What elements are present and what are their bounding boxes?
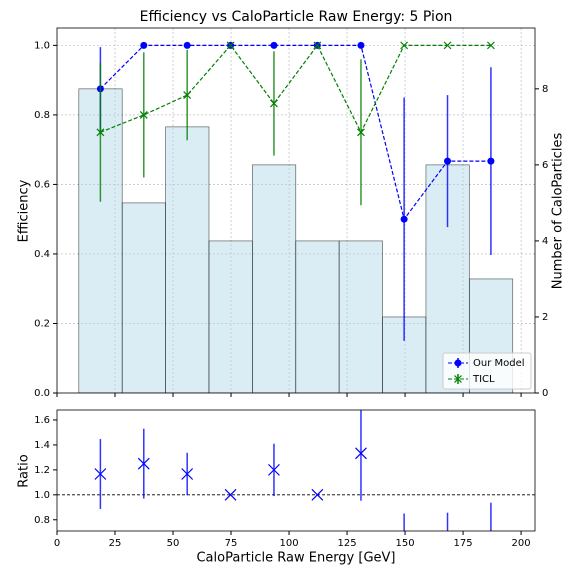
marker <box>139 110 148 119</box>
histogram-bar <box>295 240 340 393</box>
chart-title: Efficiency vs CaloParticle Raw Energy: 5… <box>140 9 453 25</box>
y2-tick-label: 8 <box>542 84 548 95</box>
histogram-bar <box>252 164 297 393</box>
marker <box>270 99 278 108</box>
series-line <box>99 44 491 221</box>
histogram-bar <box>165 126 210 393</box>
marker <box>94 468 107 480</box>
marker <box>137 457 150 470</box>
x-tick-label: 200 <box>512 538 531 549</box>
histogram-bar <box>338 240 383 393</box>
y2-tick-label: 6 <box>542 160 548 171</box>
y-tick-label: 0.2 <box>34 318 50 329</box>
y-tick-label: 0.6 <box>34 179 50 190</box>
legend-box <box>442 352 532 390</box>
x-tick-label: 175 <box>454 538 473 549</box>
x-tick-label: 0 <box>54 538 60 549</box>
marker <box>454 359 462 367</box>
marker <box>140 41 148 49</box>
x-tick-label: 125 <box>338 538 357 549</box>
marker <box>444 157 452 165</box>
marker <box>441 530 454 531</box>
series-line <box>100 44 491 134</box>
y-axis-label: Efficiency <box>17 179 32 242</box>
marker <box>400 215 408 223</box>
marker <box>443 41 452 50</box>
y-tick-label: 1.4 <box>34 440 50 451</box>
y-tick-label: 1.0 <box>34 40 50 51</box>
marker <box>355 447 367 460</box>
y2-tick-label: 0 <box>542 388 548 399</box>
histogram-bar <box>121 202 166 393</box>
x-tick-label: 25 <box>109 538 122 549</box>
marker <box>96 128 105 137</box>
x-tick-label: 75 <box>225 538 238 549</box>
legend: Our Model TICL <box>442 352 532 390</box>
y2-tick-label: 4 <box>542 236 548 247</box>
marker <box>486 41 495 50</box>
marker <box>357 41 365 49</box>
y-tick-label: 1.6 <box>34 415 50 426</box>
y2-axis-label: Number of CaloParticles <box>551 133 566 290</box>
legend-label: TICL <box>472 374 495 385</box>
plot-area <box>57 410 535 563</box>
marker <box>357 128 365 137</box>
x-tick-label: 150 <box>396 538 415 549</box>
axes-frame <box>56 27 536 394</box>
marker <box>487 157 495 165</box>
y-axis-label: Ratio <box>17 454 32 487</box>
marker <box>268 463 280 476</box>
y2-tick-label: 2 <box>542 312 548 323</box>
y-tick-label: 0.0 <box>34 388 50 399</box>
x-tick-label: 100 <box>279 538 298 549</box>
y-tick-label: 0.8 <box>34 110 50 121</box>
histogram-bar <box>208 240 253 393</box>
legend-label: Our Model <box>473 358 525 369</box>
y-tick-label: 1.2 <box>34 465 50 476</box>
marker <box>270 41 278 49</box>
marker <box>183 41 191 49</box>
marker <box>226 41 235 50</box>
x-tick-label: 50 <box>167 538 180 549</box>
marker <box>313 41 322 50</box>
y-tick-label: 0.4 <box>34 249 50 260</box>
x-axis-label: CaloParticle Raw Energy [GeV] <box>196 551 395 566</box>
marker <box>454 375 462 383</box>
marker <box>181 468 194 480</box>
marker <box>224 488 237 501</box>
marker <box>485 530 497 531</box>
marker <box>311 488 324 501</box>
y-tick-label: 1.0 <box>34 490 50 501</box>
marker <box>400 41 409 50</box>
marker <box>399 552 410 563</box>
axes-frame <box>56 409 536 532</box>
marker <box>183 91 192 100</box>
y-tick-label: 0.8 <box>34 515 50 526</box>
plot-area <box>57 28 535 393</box>
